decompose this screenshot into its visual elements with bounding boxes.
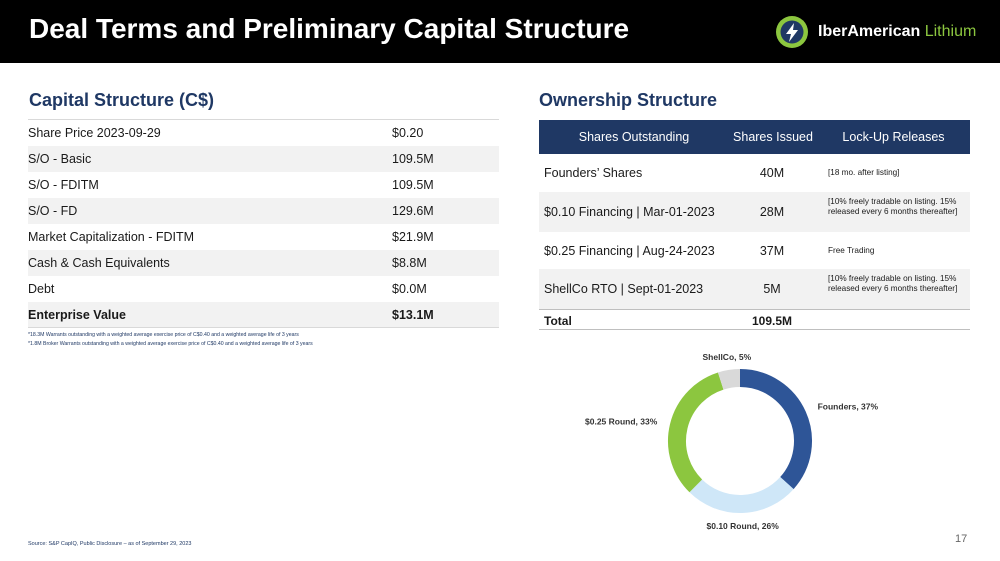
row-label: Share Price 2023-09-29 (28, 126, 161, 140)
row-lockup: [10% freely tradable on listing. 15% rel… (828, 197, 958, 216)
header-bar: Deal Terms and Preliminary Capital Struc… (0, 0, 1000, 63)
table-row: Founders’ Shares 40M [18 mo. after listi… (539, 154, 970, 192)
table-header: Shares Outstanding Shares Issued Lock-Up… (539, 120, 970, 154)
enterprise-value-row: Enterprise Value $13.1M (28, 302, 499, 328)
table-row: S/O - Basic 109.5M (28, 146, 499, 172)
row-label: Market Capitalization - FDITM (28, 230, 195, 244)
donut-label: $0.25 Round, 33% (585, 416, 658, 426)
header-shares-outstanding: Shares Outstanding (578, 130, 690, 144)
logo-text-light: Lithium (924, 23, 977, 40)
table-row: $0.25 Financing | Aug-24-2023 37M Free T… (539, 232, 970, 269)
table-row: Cash & Cash Equivalents $8.8M (28, 250, 499, 276)
donut-slice-founders (739, 369, 812, 490)
row-lockup: [18 mo. after listing] (828, 168, 900, 177)
row-value: 109.5M (392, 152, 434, 166)
page-title: Deal Terms and Preliminary Capital Struc… (29, 13, 630, 44)
row-lockup: Free Trading (828, 246, 875, 255)
ownership-table: Shares Outstanding Shares Issued Lock-Up… (539, 120, 970, 330)
row-name: $0.25 Financing | Aug-24-2023 (544, 244, 715, 258)
warrants-footnote: *18.3M Warrants outstanding with a weigh… (28, 332, 299, 338)
donut-label: Founders, 37% (818, 401, 879, 411)
row-value: $8.8M (392, 256, 427, 270)
logo-text-bold: IberAmerican (818, 23, 921, 40)
lightning-bolt-icon (776, 16, 808, 48)
row-value: $21.9M (392, 230, 434, 244)
header-shares-issued: Shares Issued (733, 130, 813, 144)
capital-structure-table: Share Price 2023-09-29 $0.20 S/O - Basic… (28, 119, 499, 328)
row-label: S/O - Basic (28, 152, 92, 166)
donut-slice-shellco (717, 369, 741, 390)
table-row: ShellCo RTO | Sept-01-2023 5M [10% freel… (539, 269, 970, 309)
ownership-structure-title: Ownership Structure (539, 90, 718, 110)
table-row: Share Price 2023-09-29 $0.20 (28, 120, 499, 146)
total-row: Total 109.5M (539, 309, 970, 330)
header-lockup-releases: Lock-Up Releases (842, 130, 945, 144)
row-name: $0.10 Financing | Mar-01-2023 (544, 205, 715, 219)
row-name: Founders’ Shares (544, 166, 643, 180)
source-note: Source: S&P CapIQ, Public Disclosure – a… (28, 541, 192, 547)
donut-label: $0.10 Round, 26% (707, 521, 780, 531)
table-row: Debt $0.0M (28, 276, 499, 302)
table-row: Market Capitalization - FDITM $21.9M (28, 224, 499, 250)
row-issued: 28M (759, 205, 785, 219)
capital-structure-title: Capital Structure (C$) (29, 90, 215, 110)
row-value: 129.6M (392, 204, 434, 218)
total-label: Total (544, 314, 572, 328)
company-logo: IberAmerican Lithium (775, 15, 976, 49)
ownership-donut-chart: Founders, 37% $0.10 Round, 26% $0.25 Round… (560, 350, 960, 535)
table-row: S/O - FDITM 109.5M (28, 172, 499, 198)
row-issued: 40M (759, 166, 785, 180)
donut-slice-0-10-round (689, 476, 794, 513)
row-name: ShellCo RTO | Sept-01-2023 (544, 282, 704, 296)
row-value: $0.20 (392, 126, 424, 140)
row-label: Cash & Cash Equivalents (28, 256, 170, 270)
donut-label: ShellCo, 5% (703, 352, 752, 362)
donut-chart-svg: Founders, 37% $0.10 Round, 26% $0.25 Round… (585, 352, 879, 531)
logo-wordmark: IberAmerican Lithium (818, 23, 976, 41)
row-label: S/O - FDITM (28, 178, 99, 192)
donut-slice-0-25-round (668, 372, 724, 493)
total-issued: 109.5M (751, 314, 793, 328)
row-label: S/O - FD (28, 204, 78, 218)
row-value: $0.0M (392, 282, 427, 296)
table-row: $0.10 Financing | Mar-01-2023 28M [10% f… (539, 192, 970, 232)
row-value: $13.1M (392, 308, 434, 322)
row-value: 109.5M (392, 178, 434, 192)
row-label: Debt (28, 282, 55, 296)
row-lockup: [10% freely tradable on listing. 15% rel… (828, 274, 958, 293)
row-issued: 5M (763, 282, 781, 296)
row-issued: 37M (759, 244, 785, 258)
broker-warrants-footnote: *1.8M Broker Warrants outstanding with a… (28, 341, 313, 347)
page-number: 17 (955, 533, 968, 545)
row-label: Enterprise Value (28, 308, 126, 322)
table-row: S/O - FD 129.6M (28, 198, 499, 224)
